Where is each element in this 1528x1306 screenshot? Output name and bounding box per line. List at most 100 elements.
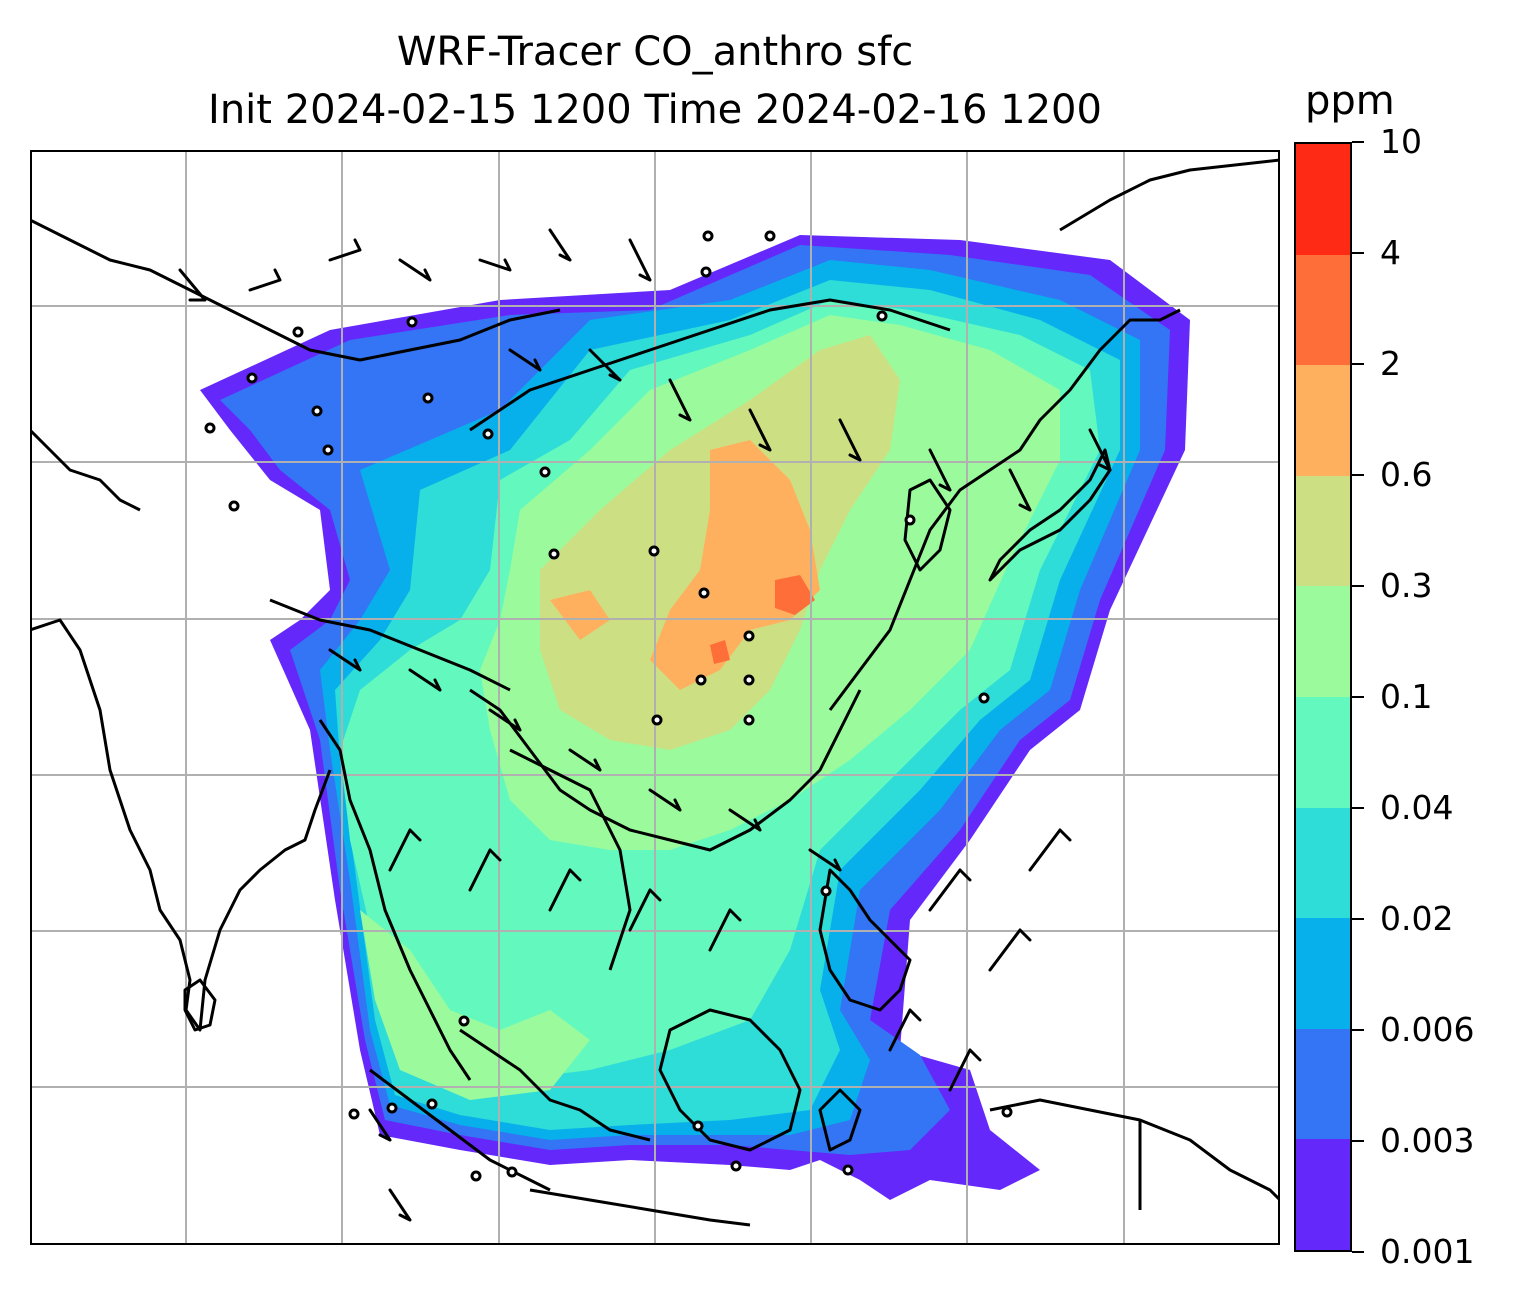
colorbar-segment (1296, 586, 1350, 698)
colorbar-segment (1296, 365, 1350, 476)
wind-barb (388, 1188, 412, 1222)
calm-circle (406, 316, 418, 328)
wind-barb (388, 828, 422, 872)
colorbar-tick (1352, 918, 1364, 920)
colorbar-tick (1352, 141, 1364, 143)
calm-circle (482, 428, 494, 440)
wind-barb (928, 448, 952, 492)
wind-barb (628, 888, 662, 932)
colorbar-tick-label: 0.003 (1380, 1121, 1475, 1160)
wind-barb (568, 748, 602, 772)
inland-border-himalaya (269, 598, 511, 692)
calm-circle (470, 1170, 482, 1182)
calm-circle (204, 422, 216, 434)
colorbar-tick-label: 0.02 (1380, 899, 1454, 938)
calm-circle (651, 714, 663, 726)
wind-barb (328, 238, 362, 262)
colorbar-segment (1296, 807, 1350, 919)
wind-barb (888, 1008, 922, 1052)
colorbar-segment (1296, 1028, 1350, 1140)
calm-circle (386, 1102, 398, 1114)
colorbar-segment (1296, 697, 1350, 808)
coastline-malay-peninsula (459, 1028, 651, 1142)
wind-barb (728, 808, 762, 832)
wind-barb (488, 708, 522, 732)
wind-barb (408, 668, 442, 692)
calm-circle (842, 1164, 854, 1176)
colorbar-tick (1352, 363, 1364, 365)
coastline-southeast-asia (469, 688, 862, 852)
map-panel (30, 150, 1280, 1245)
calm-circle (904, 514, 916, 526)
calm-circle (322, 444, 334, 456)
calm-circle (820, 885, 832, 897)
colorbar-tick-label: 0.3 (1380, 566, 1433, 605)
calm-circle (292, 326, 304, 338)
colorbar-tick (1352, 474, 1364, 476)
coastline-borneo (658, 1008, 802, 1152)
wind-barb (328, 648, 362, 672)
calm-circle (700, 266, 712, 278)
calm-wind-markers (204, 230, 1013, 1182)
coastline-bay-of-bengal (318, 719, 472, 1081)
calm-circle (458, 1015, 470, 1027)
wind-barbs (178, 228, 1112, 1222)
coastline-java (529, 1188, 751, 1227)
calm-circle (228, 500, 240, 512)
colorbar-tick-label: 0.006 (1380, 1010, 1475, 1049)
colorbar-tick (1352, 585, 1364, 587)
colorbar-tick-label: 0.1 (1380, 677, 1433, 716)
wind-barb (988, 928, 1032, 972)
calm-circle (506, 1166, 518, 1178)
wind-barb (838, 418, 862, 462)
map-gridlines (30, 150, 1280, 1245)
wind-barb (708, 908, 742, 952)
calm-circle (246, 372, 258, 384)
colorbar-tick (1352, 807, 1364, 809)
colorbar-segment (1296, 1139, 1350, 1250)
map-title-line1: WRF-Tracer CO_anthro sfc (396, 29, 914, 75)
calm-circle (426, 1098, 438, 1110)
colorbar-segment (1296, 144, 1350, 255)
wind-barb (588, 348, 622, 382)
calm-circle (743, 714, 755, 726)
calm-circle (764, 230, 776, 242)
colorbar-tick (1352, 696, 1364, 698)
coastlines (30, 158, 1280, 1227)
colorbar-tick-label: 10 (1380, 122, 1422, 161)
wind-barb (478, 258, 512, 272)
wind-barb (1028, 828, 1072, 872)
colorbar-tick (1352, 1029, 1364, 1031)
colorbar-tick-label: 0.6 (1380, 455, 1433, 494)
colorbar-unit-label: ppm (1305, 78, 1395, 124)
calm-circle (695, 674, 707, 686)
wind-barb (398, 258, 432, 282)
wind-barb (928, 868, 972, 912)
coastline-korea (903, 478, 952, 572)
wind-barb (1008, 468, 1032, 512)
wind-barb (248, 268, 282, 292)
wind-barb (508, 348, 542, 372)
colorbar-tick (1352, 1140, 1364, 1142)
calm-circle (698, 587, 710, 599)
coastline-china-east (828, 308, 1181, 711)
colorbar-segment (1296, 475, 1350, 587)
colorbar (1294, 142, 1352, 1252)
colorbar-tick-label: 0.04 (1380, 788, 1454, 827)
wind-barb (468, 848, 502, 892)
coastline-japan (988, 448, 1112, 582)
wind-barb (948, 1048, 982, 1092)
colorbar-segment (1296, 918, 1350, 1029)
colorbar-tick-label: 4 (1380, 233, 1401, 272)
calm-circle (730, 1160, 742, 1172)
calm-circle (539, 466, 551, 478)
colorbar-segment (1296, 254, 1350, 366)
calm-circle (1001, 1106, 1013, 1118)
field-level-0-6 (550, 440, 820, 690)
coastline-sulawesi (818, 1088, 862, 1152)
calm-circle (978, 692, 990, 704)
coastline-russia-north (1059, 158, 1280, 232)
field-level-2 (710, 575, 815, 664)
wind-barb (548, 868, 582, 912)
wind-barb (368, 1108, 392, 1142)
